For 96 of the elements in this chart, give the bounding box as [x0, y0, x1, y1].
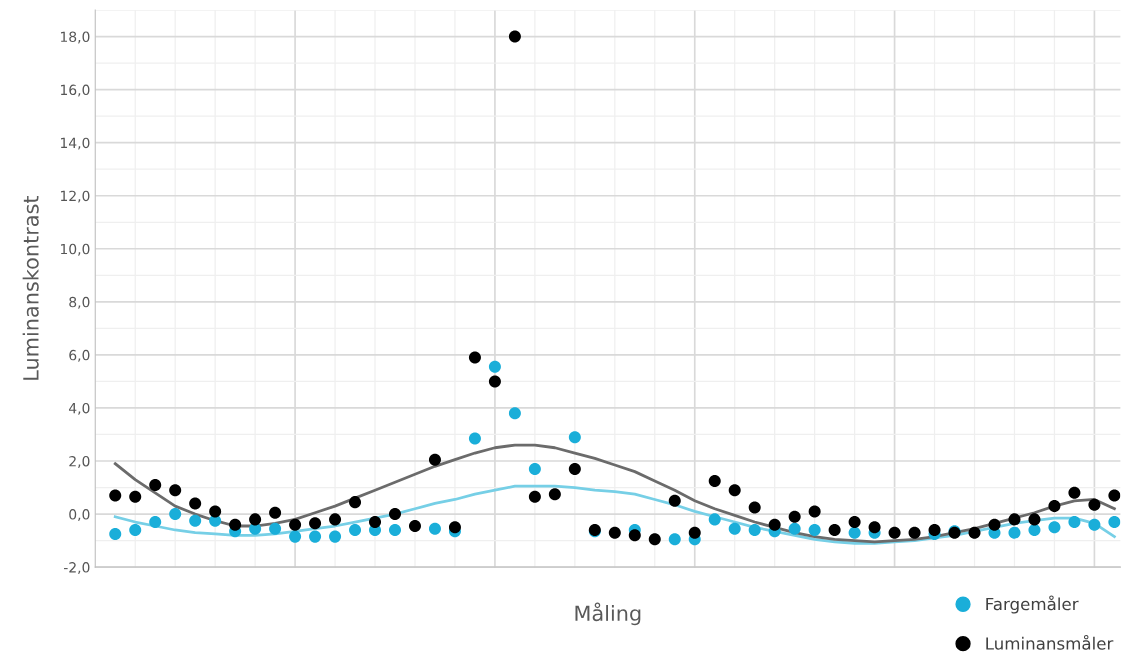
point [349, 523, 362, 537]
point [428, 522, 441, 535]
point [788, 522, 801, 535]
point [648, 533, 661, 546]
y-tick-label: 18,0 [61, 31, 90, 44]
point [349, 496, 362, 509]
point [828, 523, 841, 537]
point [848, 526, 861, 539]
point [568, 431, 581, 444]
point [728, 522, 741, 535]
point [708, 513, 721, 526]
point [988, 518, 1001, 531]
y-tick-label: -2,0 [63, 562, 90, 575]
point [1068, 486, 1081, 499]
point [788, 510, 801, 523]
point [369, 516, 382, 529]
point [728, 484, 741, 497]
point [289, 518, 302, 531]
point [528, 490, 541, 503]
point [1108, 489, 1121, 502]
point [309, 530, 322, 543]
point [548, 488, 561, 501]
point [169, 508, 182, 521]
point [1048, 521, 1061, 534]
y-axis-title: Luminanskontrast [22, 195, 39, 380]
point [488, 375, 501, 388]
point [568, 462, 581, 475]
y-tick-label: 12,0 [61, 190, 90, 203]
point [928, 523, 941, 537]
point [748, 501, 761, 514]
point [129, 490, 142, 503]
point [189, 497, 202, 510]
point [149, 478, 162, 491]
y-tick-label: 6,0 [69, 349, 90, 362]
point [668, 494, 681, 507]
y-tick-label: 0,0 [69, 509, 90, 521]
point [269, 522, 282, 535]
point [968, 526, 981, 539]
y-tick-label: 10,0 [61, 243, 90, 256]
point [628, 529, 641, 542]
y-tick-label: 2,0 [69, 455, 90, 468]
point [668, 533, 681, 546]
y-tick-label: 14,0 [61, 137, 90, 150]
point [1088, 518, 1101, 531]
point [468, 432, 481, 445]
point [508, 407, 521, 420]
point [608, 526, 621, 539]
legend-label: Fargemåler [986, 595, 1079, 614]
point [808, 523, 821, 537]
point [1028, 523, 1041, 537]
point [1048, 500, 1061, 513]
point [528, 462, 541, 475]
y-tick-label: 16,0 [61, 84, 90, 97]
line-series [113, 443, 1116, 544]
point [468, 351, 481, 364]
point [269, 506, 282, 519]
point [1028, 513, 1041, 526]
point [109, 527, 122, 540]
point [908, 526, 921, 539]
x-axis-title: Måling [575, 602, 641, 626]
point [1088, 498, 1101, 511]
point [388, 523, 402, 537]
point [1008, 513, 1021, 526]
point [309, 517, 322, 530]
point [688, 526, 701, 539]
point [1008, 526, 1021, 539]
point [748, 523, 761, 537]
point [1068, 516, 1081, 529]
point [169, 484, 182, 497]
point [708, 474, 721, 487]
point [808, 505, 821, 518]
point [289, 530, 302, 543]
point [488, 360, 501, 373]
y-tick-label: 4,0 [68, 402, 90, 415]
point [329, 513, 342, 526]
point [149, 516, 162, 529]
y-tick-label: 8,0 [69, 296, 90, 309]
point [768, 518, 781, 531]
point [428, 453, 441, 466]
point [209, 505, 222, 518]
legend-label: Luminansmåler [986, 634, 1114, 650]
point [508, 30, 521, 43]
point [448, 521, 461, 534]
point [229, 518, 242, 531]
point [249, 513, 262, 526]
point [408, 520, 421, 533]
point [1108, 516, 1121, 529]
point [129, 523, 142, 537]
point [109, 489, 122, 502]
line-series [113, 484, 1116, 545]
point [329, 530, 342, 543]
point [189, 514, 202, 527]
point [888, 526, 901, 539]
point [848, 516, 861, 529]
point [388, 508, 402, 521]
point [868, 521, 881, 534]
